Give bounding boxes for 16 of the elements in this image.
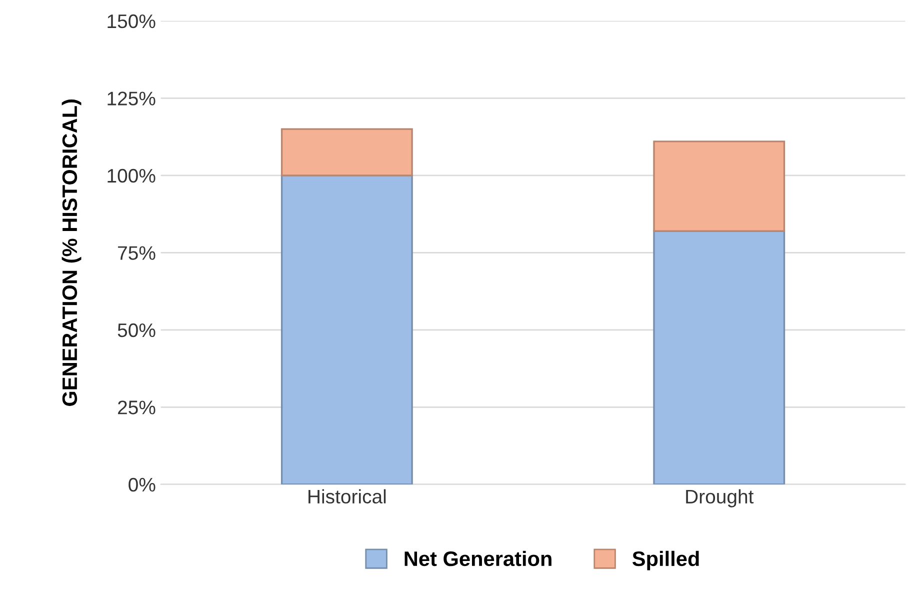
x-tick-label: Drought [686, 489, 754, 508]
y-tick-label: 150% [108, 14, 156, 28]
y-tick-label: 75% [118, 246, 156, 260]
y-tick-label: 125% [108, 92, 156, 106]
bar [280, 128, 413, 176]
y-tick-label: 0% [128, 478, 156, 492]
bar [653, 140, 786, 232]
bar [280, 174, 413, 484]
y-tick-label: 25% [118, 400, 156, 414]
y-tick-label: 50% [118, 323, 156, 338]
x-tick-label: Historical [308, 489, 386, 504]
y-tick-label: 100% [108, 168, 156, 183]
legend-label: Net Generation [404, 550, 552, 566]
y-axis-title: GENERATION (% HISTORICAL) [62, 100, 82, 406]
bar [653, 230, 786, 484]
legend-label: Spilled [632, 550, 699, 570]
